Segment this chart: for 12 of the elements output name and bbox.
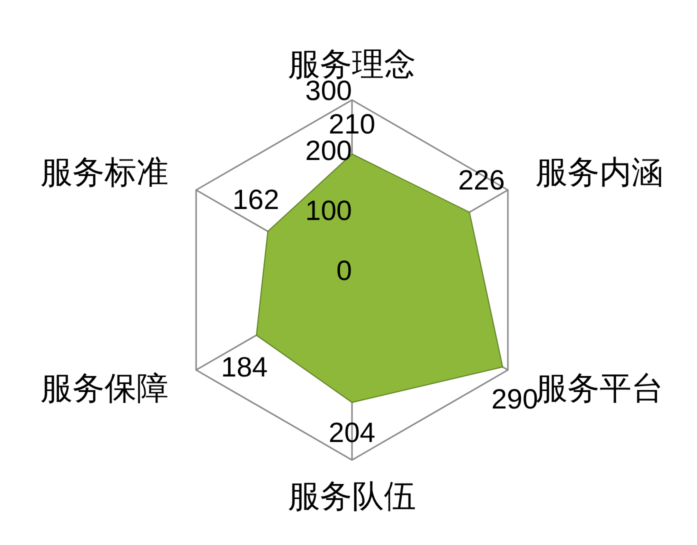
data-label: 184 <box>221 352 268 383</box>
y-tick-label: 0 <box>336 255 352 286</box>
data-label: 226 <box>458 164 505 196</box>
spoke-label: 服务标准 <box>40 154 168 190</box>
data-label: 162 <box>232 184 280 215</box>
spoke-label: 服务队伍 <box>288 478 416 514</box>
spoke-label: 服务内涵 <box>536 154 664 190</box>
data-label: 290 <box>491 384 538 414</box>
data-label: 204 <box>328 416 376 448</box>
spoke-label: 服务保障 <box>40 370 168 406</box>
spoke-label: 服务平台 <box>536 370 664 406</box>
y-tick-label: 100 <box>305 195 352 226</box>
